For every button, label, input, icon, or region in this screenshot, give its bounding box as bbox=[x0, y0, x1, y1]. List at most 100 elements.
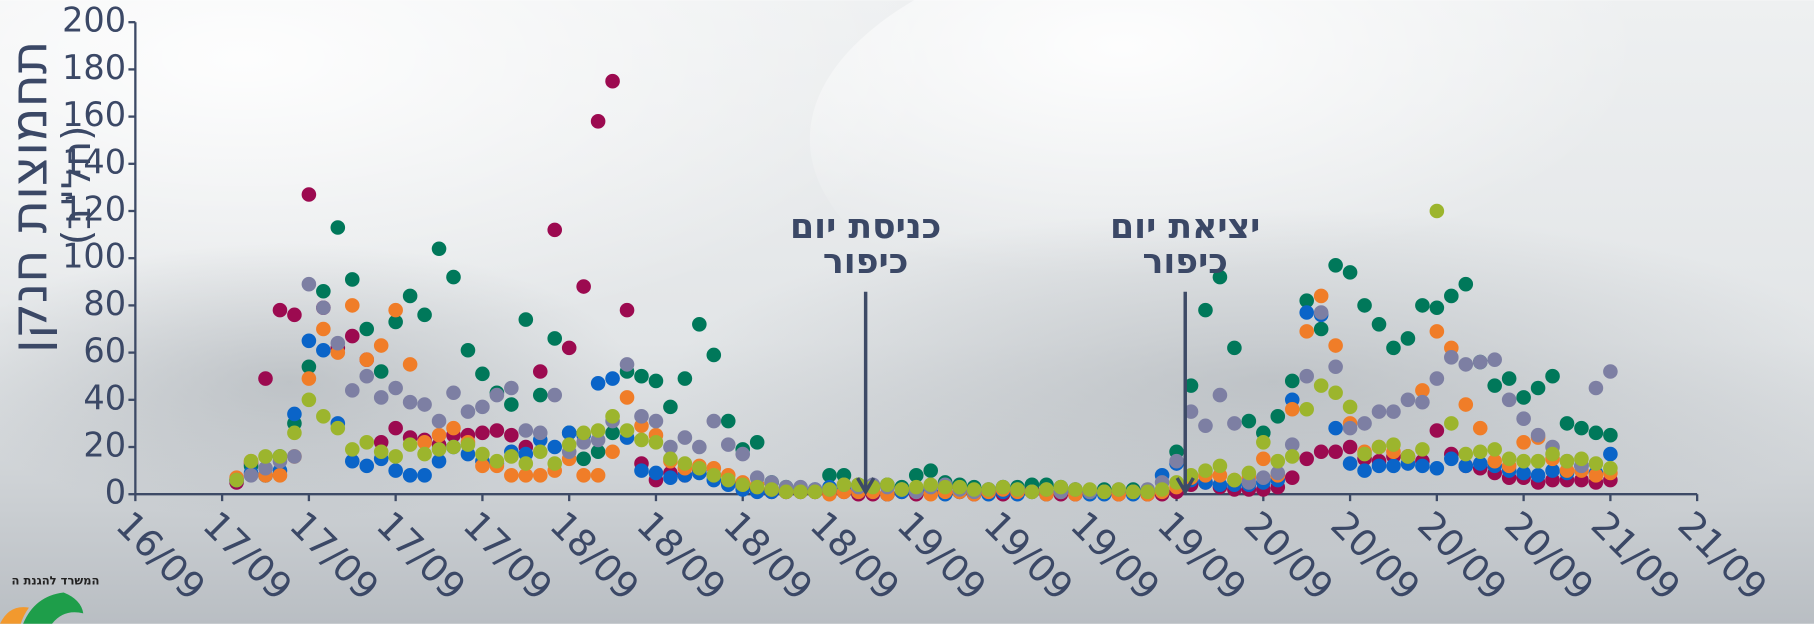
point bbox=[894, 482, 910, 497]
point bbox=[677, 430, 693, 445]
point bbox=[1299, 305, 1314, 320]
point bbox=[359, 458, 375, 474]
point bbox=[417, 435, 432, 450]
y-tick-label: 180 bbox=[62, 48, 126, 87]
point bbox=[359, 352, 375, 367]
point bbox=[344, 383, 360, 398]
arrow-head bbox=[1175, 477, 1195, 496]
point bbox=[431, 427, 447, 443]
point bbox=[1270, 465, 1286, 481]
point bbox=[301, 392, 317, 408]
point bbox=[749, 479, 765, 495]
point bbox=[822, 482, 837, 497]
point bbox=[605, 425, 620, 441]
point bbox=[1501, 451, 1517, 467]
point bbox=[489, 423, 505, 438]
point bbox=[1487, 352, 1502, 367]
point bbox=[1487, 378, 1502, 393]
point bbox=[402, 357, 418, 372]
point bbox=[1530, 468, 1546, 483]
point bbox=[258, 449, 273, 464]
point bbox=[605, 73, 620, 89]
point bbox=[547, 456, 563, 471]
point bbox=[518, 468, 534, 483]
point bbox=[532, 444, 548, 460]
point bbox=[634, 409, 649, 424]
point bbox=[1444, 416, 1459, 431]
point bbox=[1516, 411, 1531, 426]
logo-text: המשרד להגנת ה bbox=[12, 573, 100, 587]
point bbox=[1429, 460, 1445, 476]
point bbox=[1429, 371, 1445, 386]
logo-leaf bbox=[23, 592, 84, 624]
point bbox=[1516, 390, 1531, 405]
point bbox=[532, 425, 548, 441]
point bbox=[344, 272, 360, 287]
point bbox=[518, 312, 534, 327]
y-tick-label: 160 bbox=[62, 95, 126, 134]
point bbox=[316, 300, 331, 316]
point bbox=[388, 302, 403, 318]
point bbox=[475, 425, 490, 441]
point bbox=[1212, 458, 1228, 474]
point bbox=[590, 444, 606, 460]
point bbox=[1342, 265, 1358, 280]
point bbox=[1415, 383, 1430, 398]
point bbox=[287, 425, 302, 441]
point bbox=[1386, 340, 1401, 356]
point bbox=[1603, 446, 1618, 462]
point bbox=[1501, 371, 1517, 386]
point bbox=[937, 479, 953, 495]
point bbox=[359, 321, 375, 337]
point bbox=[1588, 380, 1604, 396]
point bbox=[1328, 359, 1343, 375]
point bbox=[532, 387, 548, 403]
point bbox=[981, 482, 996, 497]
point bbox=[1588, 425, 1604, 441]
y-tick-label: 40 bbox=[83, 378, 126, 417]
point bbox=[316, 342, 331, 358]
point bbox=[619, 302, 635, 318]
point bbox=[504, 468, 519, 483]
point bbox=[330, 220, 346, 235]
point bbox=[619, 423, 635, 438]
point bbox=[1559, 416, 1575, 431]
point bbox=[576, 279, 591, 294]
point bbox=[692, 316, 707, 332]
point bbox=[417, 468, 432, 483]
point bbox=[923, 477, 939, 493]
point bbox=[373, 444, 389, 460]
point bbox=[287, 406, 302, 422]
point bbox=[460, 342, 476, 358]
point bbox=[1284, 437, 1300, 452]
point bbox=[1415, 442, 1430, 457]
point bbox=[373, 390, 389, 405]
point bbox=[634, 432, 649, 448]
point bbox=[388, 463, 403, 478]
point bbox=[1227, 340, 1242, 356]
point bbox=[590, 423, 606, 438]
point bbox=[1227, 416, 1242, 431]
point bbox=[258, 460, 273, 476]
point bbox=[301, 187, 317, 202]
point bbox=[475, 446, 490, 462]
annotation-text: יציאת יום bbox=[1110, 207, 1260, 247]
point bbox=[316, 409, 331, 424]
point bbox=[1154, 482, 1170, 497]
point bbox=[706, 413, 722, 429]
point bbox=[634, 368, 649, 384]
y-tick-label: 0 bbox=[105, 473, 126, 512]
point bbox=[648, 465, 664, 481]
point bbox=[1270, 409, 1286, 424]
point bbox=[373, 364, 389, 379]
point bbox=[677, 371, 693, 386]
point bbox=[330, 420, 346, 436]
point bbox=[648, 435, 664, 450]
point bbox=[1545, 368, 1560, 384]
y-tick-label: 200 bbox=[62, 1, 126, 40]
y-tick-label: 120 bbox=[62, 190, 126, 229]
point bbox=[1458, 446, 1474, 462]
point bbox=[822, 468, 837, 483]
point bbox=[1313, 288, 1329, 304]
